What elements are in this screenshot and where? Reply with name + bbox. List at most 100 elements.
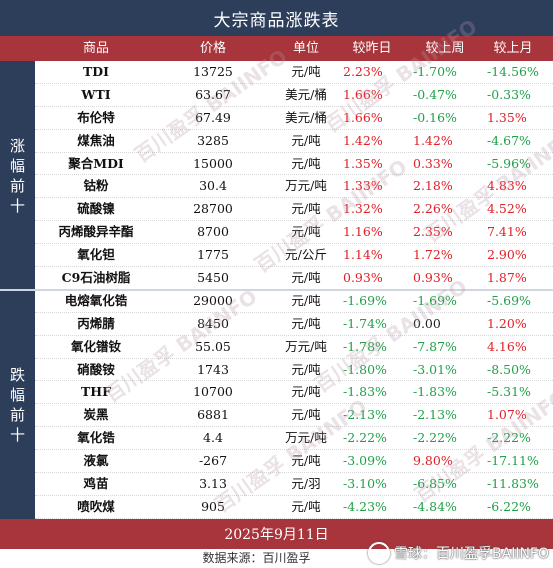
section-divider	[0, 289, 553, 291]
change-week: 0.93%	[413, 270, 453, 286]
change-day: 1.32%	[343, 201, 383, 217]
commodity-name: 硝酸铵	[77, 361, 115, 377]
commodity-unit: 元/吨	[291, 270, 321, 286]
table-row: 钴粉 30.4 万元/吨 1.33% 2.18% 4.83%	[35, 175, 553, 199]
change-week: -1.70%	[413, 64, 457, 79]
change-month: -6.22%	[487, 498, 531, 514]
change-day: 1.14%	[343, 247, 383, 263]
table-row: THF 10700 元/吨 -1.83% -1.83% -5.31%	[35, 381, 553, 405]
change-week: 2.26%	[413, 201, 453, 217]
change-month: 1.20%	[487, 315, 527, 331]
change-week: -2.13%	[413, 407, 457, 423]
change-day: -2.22%	[343, 430, 387, 446]
table-row: 丙烯酸异辛酯 8700 元/吨 1.16% 2.35% 7.41%	[35, 221, 553, 245]
change-month: 1.87%	[487, 270, 527, 286]
commodity-unit: 万元/吨	[285, 430, 327, 446]
commodity-name: THF	[81, 384, 111, 400]
commodity-price: 3285	[197, 132, 229, 148]
commodity-unit: 元/吨	[291, 498, 321, 514]
commodity-unit: 元/羽	[291, 476, 321, 492]
header-month: 较上月	[493, 41, 533, 56]
header-price: 价格	[199, 41, 226, 56]
xueqiu-credit: 雪球：百川盈孚BAIINFO	[368, 539, 549, 567]
table-row: 炭黑 6881 元/吨 -2.13% -2.13% 1.07%	[35, 404, 553, 428]
commodity-name: 丙烯腈	[77, 315, 115, 331]
change-month: -2.22%	[487, 430, 531, 446]
commodity-price: 1743	[197, 361, 229, 377]
change-week: -4.84%	[413, 498, 457, 514]
change-day: -3.10%	[343, 476, 387, 492]
table-row: 电熔氧化锆 29000 元/吨 -1.69% -1.69% -5.69%	[35, 290, 553, 313]
change-week: -6.85%	[413, 476, 457, 492]
change-week: -1.83%	[413, 384, 457, 400]
commodity-unit: 美元/桶	[285, 86, 327, 102]
commodity-price: 13725	[193, 64, 233, 79]
commodity-unit: 元/吨	[291, 224, 321, 240]
commodity-name: WTI	[81, 86, 111, 102]
change-week: 2.18%	[413, 178, 453, 194]
table-row: 液氯 -267 元/吨 -3.09% 9.80% -17.11%	[35, 450, 553, 474]
change-week: 2.35%	[413, 224, 453, 240]
change-week: 0.00	[413, 315, 441, 331]
header-name: 商品	[82, 41, 109, 56]
change-month: -0.33%	[487, 86, 531, 102]
commodity-unit: 万元/吨	[285, 178, 327, 194]
change-day: -1.83%	[343, 384, 387, 400]
commodity-price: 8450	[197, 315, 229, 331]
change-month: -4.67%	[487, 132, 531, 148]
commodity-name: 氧化钽	[77, 247, 115, 263]
commodity-price: 55.05	[195, 338, 231, 354]
change-week: -7.87%	[413, 338, 457, 354]
commodity-unit: 元/吨	[291, 315, 321, 331]
change-day: -4.23%	[343, 498, 387, 514]
change-month: 4.83%	[487, 178, 527, 194]
commodity-unit: 元/吨	[291, 201, 321, 217]
commodity-name: 炭黑	[83, 407, 109, 423]
commodity-unit: 万元/吨	[285, 338, 327, 354]
commodity-price: 63.67	[195, 86, 231, 102]
commodity-unit: 元/吨	[291, 384, 321, 400]
gainers-label: 涨幅前十	[0, 61, 35, 290]
change-day: 1.66%	[343, 86, 383, 102]
table-row: 氧化钽 1775 元/公斤 1.14% 1.72% 2.90%	[35, 244, 553, 268]
change-day: 1.42%	[343, 132, 383, 148]
commodity-price: 29000	[193, 292, 233, 308]
change-week: 0.33%	[413, 155, 453, 171]
commodity-price: 905	[201, 498, 225, 514]
commodity-name: TDI	[83, 64, 109, 79]
commodity-name: 氧化锆	[77, 430, 115, 446]
commodity-unit: 元/吨	[291, 292, 321, 308]
change-month: 2.90%	[487, 247, 527, 263]
commodity-unit: 元/公斤	[285, 247, 327, 263]
xueqiu-logo-icon	[368, 542, 391, 564]
commodity-name: 氧化镨钕	[70, 338, 121, 354]
change-week: 9.80%	[413, 453, 453, 469]
change-day: 1.35%	[343, 155, 383, 171]
commodity-name: 硫酸镍	[77, 201, 115, 217]
header-day: 较昨日	[352, 41, 392, 56]
table-row: 喷吹煤 905 元/吨 -4.23% -4.84% -6.22%	[35, 496, 553, 519]
commodity-price: 67.49	[195, 109, 231, 125]
commodity-price: 30.4	[199, 178, 227, 194]
change-day: -1.74%	[343, 315, 387, 331]
commodity-name: 喷吹煤	[77, 498, 115, 514]
page-title: 大宗商品涨跌表	[0, 0, 553, 36]
commodity-name: 煤焦油	[77, 132, 115, 148]
date-bar: 2025年9月11日	[0, 519, 553, 549]
commodity-rows: TDI 13725 元/吨 2.23% -1.70% -14.56% WTI 63.67 美元/…	[35, 61, 553, 519]
data-source: 数据来源：百川盈孚	[202, 551, 311, 565]
change-week: -0.47%	[413, 86, 457, 102]
commodity-unit: 元/吨	[291, 453, 321, 469]
table-row: 鸡苗 3.13 元/羽 -3.10% -6.85% -11.83%	[35, 473, 553, 496]
commodity-price: 3.13	[199, 476, 227, 492]
change-day: 1.33%	[343, 178, 383, 194]
change-month: -8.50%	[487, 361, 531, 377]
table-row: 硫酸镍 28700 元/吨 1.32% 2.26% 4.52%	[35, 198, 553, 222]
change-day: 0.93%	[343, 270, 383, 286]
change-month: -17.11%	[487, 453, 539, 469]
commodity-price: 15000	[193, 155, 233, 171]
change-month: 1.35%	[487, 109, 527, 125]
commodity-price: 28700	[193, 201, 233, 217]
commodity-name: C9石油树脂	[61, 270, 131, 286]
